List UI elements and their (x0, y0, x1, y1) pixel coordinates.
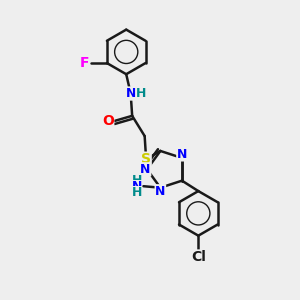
Text: F: F (79, 56, 89, 70)
Text: S: S (141, 152, 151, 166)
Text: H: H (131, 174, 142, 188)
Text: H: H (131, 186, 142, 199)
Text: N: N (125, 87, 136, 100)
Text: H: H (136, 87, 146, 100)
Text: N: N (155, 185, 166, 198)
Text: N: N (140, 163, 151, 176)
Text: O: O (102, 114, 114, 128)
Text: Cl: Cl (191, 250, 206, 264)
Text: N: N (177, 148, 187, 161)
Text: N: N (131, 180, 142, 193)
